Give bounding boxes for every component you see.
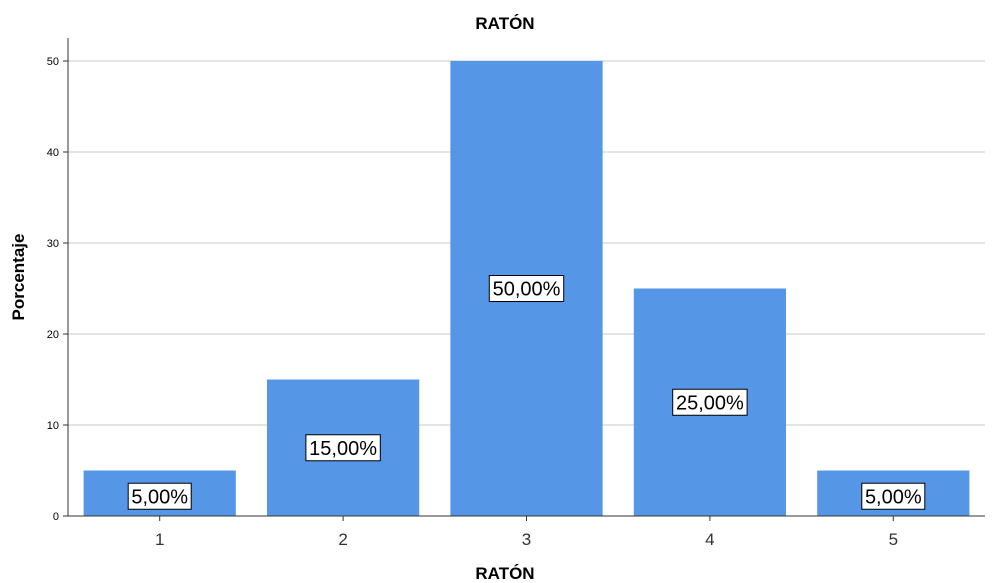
data-label-text: 50,00%: [493, 279, 561, 301]
data-label-text: 5,00%: [131, 486, 188, 508]
x-tick-label: 3: [522, 530, 531, 549]
data-label-box: [672, 388, 748, 416]
x-tick-label: 4: [705, 530, 714, 549]
y-tick-label: 40: [47, 147, 59, 159]
y-axis-title: Porcentaje: [9, 234, 28, 321]
x-tick-label: 2: [338, 530, 347, 549]
data-label-2: 15,00%: [305, 434, 381, 462]
data-label-box: [488, 275, 565, 302]
data-label-box: [127, 482, 192, 510]
data-label-box: [861, 482, 926, 510]
y-tick-label: 0: [53, 511, 59, 523]
x-tick-label: 1: [155, 530, 164, 549]
chart-title: RATÓN: [475, 14, 534, 33]
data-label-text: 5,00%: [865, 486, 922, 508]
y-tick-label: 10: [47, 420, 59, 432]
data-labels: 5,00% 15,00% 50,00% 25,00% 5,00%: [127, 275, 926, 510]
data-label-4: 25,00%: [672, 388, 748, 416]
x-axis-ticks: 1 2 3 4 5: [155, 516, 898, 549]
y-axis-ticks: 0 10 20 30 40 50: [47, 56, 68, 523]
data-label-1: 5,00%: [127, 482, 192, 510]
data-label-5: 5,00%: [861, 482, 926, 510]
data-label-text: 25,00%: [676, 392, 744, 414]
y-tick-label: 20: [47, 329, 59, 341]
y-tick-label: 50: [47, 56, 59, 68]
x-axis-title: RATÓN: [475, 564, 534, 583]
data-label-box: [305, 434, 381, 462]
y-tick-label: 30: [47, 238, 59, 250]
data-label-3: 50,00%: [488, 275, 565, 302]
x-tick-label: 5: [889, 530, 898, 549]
data-label-text: 15,00%: [309, 438, 377, 460]
